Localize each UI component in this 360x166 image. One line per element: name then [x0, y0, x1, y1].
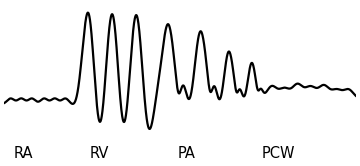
Text: RV: RV	[89, 146, 109, 161]
Text: RA: RA	[13, 146, 33, 161]
Text: PCW: PCW	[262, 146, 296, 161]
Text: PA: PA	[178, 146, 196, 161]
